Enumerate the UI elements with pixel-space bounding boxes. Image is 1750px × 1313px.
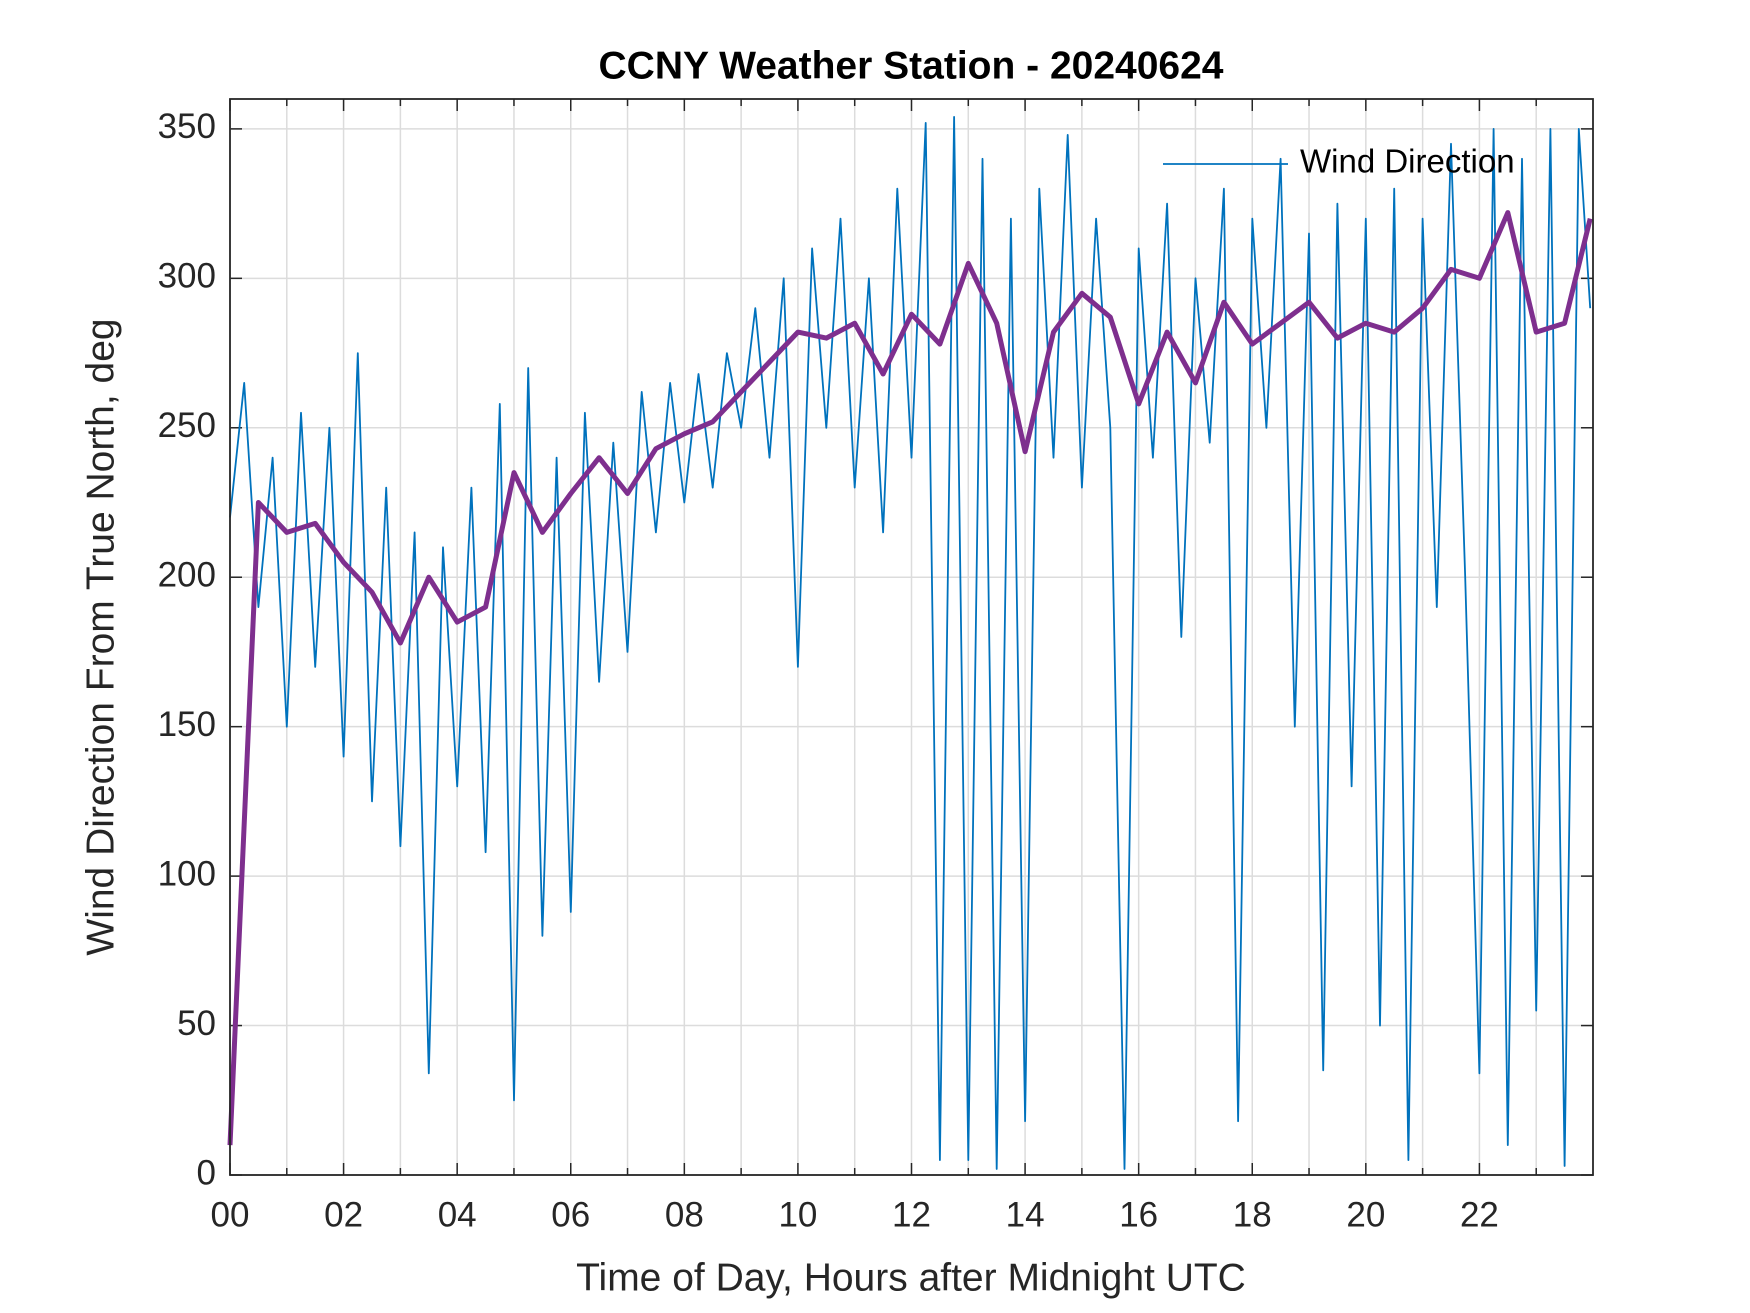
data-line [229,116,1592,1170]
y-tick-label: 100 [158,854,216,893]
chart-title: CCNY Weather Station - 20240624 [599,44,1224,87]
x-tick-label: 12 [892,1195,931,1234]
y-tick-label: 200 [158,555,216,594]
y-tick-label: 150 [158,705,216,744]
x-tick-label: 18 [1233,1195,1272,1234]
y-tick-label: 0 [197,1153,216,1192]
x-tick-label: 00 [211,1195,250,1234]
y-axis-label: Wind Direction From True North, deg [79,318,122,955]
x-tick-label: 20 [1346,1195,1385,1234]
x-tick-label: 06 [551,1195,590,1234]
y-tick-label: 250 [158,406,216,445]
x-tick-label: 10 [778,1195,817,1234]
x-tick-label: 04 [438,1195,477,1234]
x-tick-label: 08 [665,1195,704,1234]
data-line [227,210,1593,1146]
y-tick-label: 350 [158,107,216,146]
x-tick-label: 14 [1006,1195,1045,1234]
y-tick-label: 300 [158,257,216,296]
x-tick-label: 16 [1119,1195,1158,1234]
x-axis-label: Time of Day, Hours after Midnight UTC [576,1256,1246,1299]
x-tick-label: 02 [324,1195,363,1234]
axes-box [229,98,1594,1176]
legend-label: Wind Direction [1300,143,1515,180]
x-tick-label: 22 [1460,1195,1499,1234]
y-tick-label: 50 [177,1004,216,1043]
